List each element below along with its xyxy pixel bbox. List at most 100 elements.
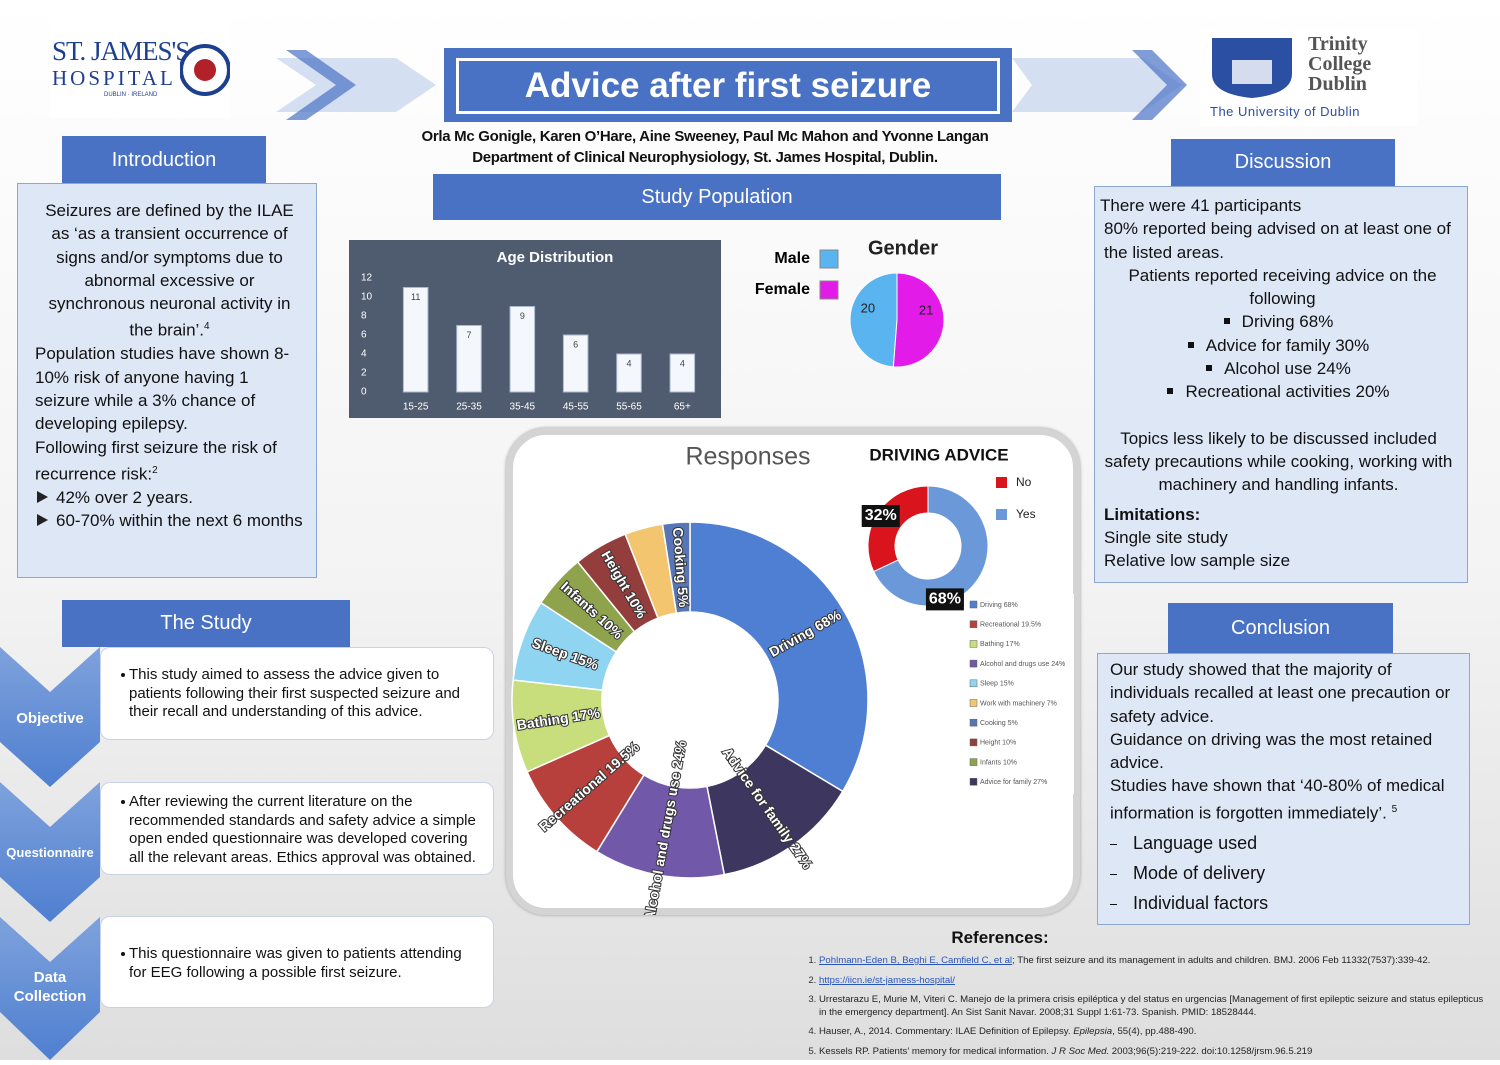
legend-swatch — [969, 640, 978, 648]
value-label: 4 — [626, 358, 631, 368]
logo-text: HOSPITAL — [52, 66, 176, 90]
legend-box — [966, 594, 1074, 794]
logo-crest — [1212, 38, 1292, 98]
step-label: Data Collection — [13, 969, 87, 1005]
x-tick-label: 55-65 — [616, 402, 642, 413]
text: Our study showed that the majority of in… — [1110, 660, 1451, 726]
donut-slice — [661, 521, 691, 614]
step-box: This questionnaire was given to patients… — [100, 916, 494, 1008]
reference-text: Kessels RP. Patients' memory for medical… — [819, 1045, 1052, 1057]
x-tick-label: 45-55 — [563, 402, 589, 413]
value-label: 32% — [865, 507, 897, 524]
legend-label: Yes — [1016, 507, 1036, 521]
step-box: This study aimed to assess the advice gi… — [100, 647, 494, 740]
section-heading: Study Population — [433, 174, 1001, 220]
y-tick-label: 4 — [361, 349, 367, 360]
x-tick-label: 65+ — [674, 402, 691, 413]
legend-swatch — [969, 620, 978, 628]
bar — [456, 325, 482, 393]
legend-swatch — [819, 280, 839, 300]
title-banner: Advice after first seizure — [444, 48, 1012, 122]
slice-label: 21 — [919, 303, 933, 318]
legend-label: Cooking 5% — [980, 720, 1018, 727]
legend-swatch — [969, 679, 978, 688]
text: Population studies have shown 8-10% risk… — [35, 344, 290, 434]
bar — [616, 353, 642, 393]
legend-swatch — [969, 659, 978, 668]
value-label: 11 — [411, 292, 420, 302]
legend-swatch — [969, 718, 978, 727]
gender-chart: Gender Male 20 Female 21 — [755, 237, 945, 368]
reference-text: Hauser, A., 2014. Commentary: ILAE Defin… — [819, 1026, 1074, 1037]
reference: Hauser, A., 2014. Commentary: ILAE Defin… — [819, 1026, 1490, 1039]
bar — [509, 306, 536, 393]
pie-slice — [849, 272, 898, 368]
section-heading: Introduction — [62, 136, 266, 184]
step-box: After reviewing the current literature o… — [100, 782, 494, 875]
reference: Urrestarazu E, Murie M, Viteri C. Manejo… — [819, 994, 1490, 1019]
legend-label: Female — [755, 281, 810, 298]
text: Limitations: — [1104, 504, 1201, 524]
legend-swatch — [969, 758, 978, 766]
logo-crest — [180, 44, 230, 96]
step-text: After reviewing the current literature o… — [121, 793, 479, 867]
section-heading: The Study — [62, 600, 350, 647]
reference-link[interactable]: Pohlmann-Eden B, Beghi E, Camfield C, et… — [819, 955, 1013, 966]
legend-swatch — [969, 699, 978, 707]
chart-title: Gender — [868, 237, 938, 259]
introduction-panel: Seizures are defined by the ILAE as ‘as … — [17, 183, 317, 578]
chart-title: Age Distribution — [497, 249, 614, 266]
hospital-logo: ST. JAMES'S HOSPITAL DUBLIN · IRELAND — [50, 20, 230, 118]
legend-swatch — [969, 600, 978, 609]
legend-label: No — [1016, 475, 1032, 489]
legend-label: Sleep 15% — [980, 681, 1014, 688]
section-heading: Discussion — [1171, 139, 1395, 186]
logo-text: The University of Dublin — [1210, 104, 1360, 119]
chart-title: DRIVING ADVICE — [869, 445, 1008, 464]
reference-text: , 55(4), pp.488-490. — [1112, 1026, 1197, 1037]
reference-text: Epilepsia — [1073, 1026, 1113, 1037]
step-label: Objective — [16, 710, 84, 727]
university-logo: Trinity College Dublin The University of… — [1200, 28, 1418, 126]
conclusion-panel: Our study showed that the majority of in… — [1097, 653, 1470, 925]
text: Seizures are defined by the ILAE as ‘as … — [45, 201, 294, 341]
superscript: 2 — [152, 464, 158, 476]
list-item: Language used — [1110, 832, 1461, 855]
reference: Pohlmann-Eden B, Beghi E, Camfield C, et… — [819, 955, 1490, 968]
legend-label: Work with machinery 7% — [980, 700, 1057, 707]
y-tick-label: 12 — [361, 273, 373, 284]
logo-text: Dublin — [1308, 73, 1367, 95]
text: 80% reported being advised on at least o… — [1104, 219, 1451, 262]
text: Following first seizure the risk of recu… — [35, 437, 277, 484]
authors: Orla Mc Gonigle, Karen O’Hare, Aine Swee… — [421, 128, 989, 145]
bar — [562, 334, 589, 393]
superscript: 5 — [1391, 803, 1398, 815]
responses-chart: Responses DRIVING ADVICE Driving 68% Advi… — [511, 443, 1074, 915]
bullet: Driving 68% — [1100, 310, 1457, 333]
chart-title: Responses — [685, 443, 810, 471]
bullet: Recreational activities 20% — [1100, 380, 1457, 403]
reference: https://iicn.ie/st-jamess-hospital/ — [819, 975, 1490, 988]
value-label: 9 — [520, 311, 525, 321]
bullet: 60-70% within the next 6 months — [35, 509, 304, 532]
reference-text: Urrestarazu E, Murie M, Viteri C. Manejo… — [819, 994, 1484, 1018]
legend-label: Height 10% — [980, 740, 1016, 747]
legend-swatch — [996, 477, 1007, 488]
study-chevrons — [0, 647, 100, 1060]
logo-text: Trinity — [1308, 33, 1368, 55]
logo-text: DUBLIN · IRELAND — [104, 92, 158, 98]
text: Guidance on driving was the most retaine… — [1110, 729, 1433, 773]
legend-swatch — [819, 249, 839, 269]
logo-text: College — [1308, 53, 1372, 75]
reference-text: J R Soc Med. — [1051, 1045, 1110, 1057]
text: Single site study — [1104, 527, 1228, 547]
title-decoration-right — [1012, 50, 1187, 120]
text: Patients reported receiving advice on th… — [1128, 265, 1437, 309]
text: Studies have shown that ‘40-80% of medic… — [1110, 776, 1445, 823]
legend-label: Bathing 17% — [980, 641, 1020, 648]
y-tick-label: 6 — [361, 330, 367, 341]
reference-link[interactable]: https://iicn.ie/st-jamess-hospital/ — [819, 974, 955, 986]
bullet: 42% over 2 years. — [35, 486, 304, 509]
slice-label: 20 — [861, 300, 875, 315]
